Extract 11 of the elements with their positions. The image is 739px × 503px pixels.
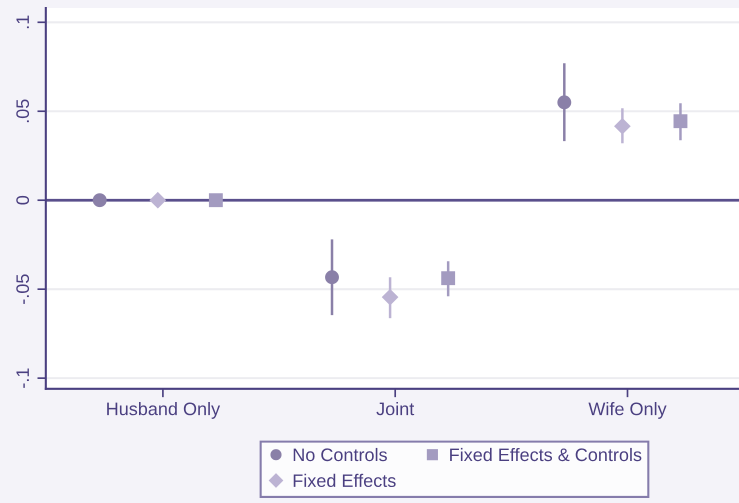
y-tick-label: .05 xyxy=(16,99,30,122)
x-tick-label: Husband Only xyxy=(107,402,220,419)
legend-label: Fixed Effects xyxy=(294,474,396,488)
x-tick-label: Wife Only xyxy=(588,402,667,419)
x-tick-label: Joint xyxy=(376,402,414,416)
y-tick-label: 0 xyxy=(16,196,30,205)
y-tick-label: -.1 xyxy=(16,368,29,388)
legend-label: No Controls xyxy=(294,448,387,462)
legend-label: Fixed Effects & Controls xyxy=(450,448,642,462)
y-tick-label: -.05 xyxy=(16,274,30,304)
y-tick-label: .1 xyxy=(16,16,29,28)
